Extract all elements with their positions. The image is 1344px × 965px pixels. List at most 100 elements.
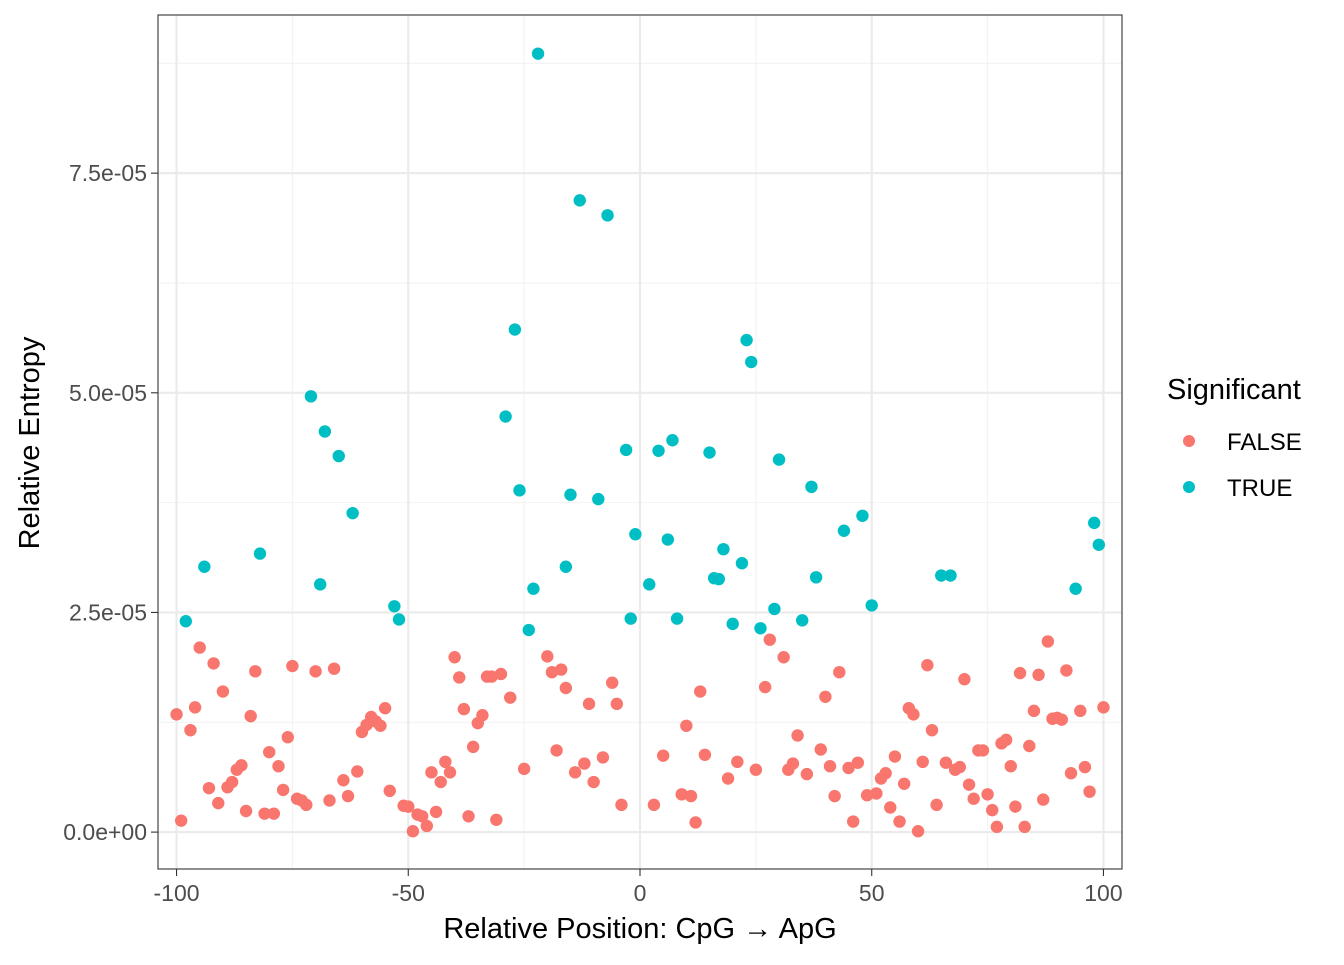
data-point-false [406, 825, 420, 838]
data-point-false [466, 740, 480, 754]
data-point-true [531, 47, 545, 60]
data-point-false [680, 719, 693, 732]
data-point-true [198, 560, 211, 573]
data-point-false [429, 805, 443, 819]
data-point-false [1060, 664, 1073, 677]
data-point-true [527, 582, 540, 595]
data-point-false [884, 801, 897, 814]
data-point-false [819, 690, 832, 703]
data-point-false [921, 658, 934, 672]
data-point-false [263, 745, 276, 759]
data-point-false [207, 657, 220, 670]
data-point-true [564, 488, 577, 501]
data-point-false [550, 744, 563, 757]
data-point-false [286, 659, 299, 673]
data-point-true [768, 602, 781, 616]
data-point-true [253, 547, 267, 560]
data-point-false [860, 788, 874, 802]
data-point-false [555, 663, 568, 676]
data-point-false [694, 685, 707, 698]
series-false [170, 633, 1110, 838]
data-point-true [809, 571, 823, 584]
data-point-true [513, 484, 526, 497]
data-point-true [726, 617, 739, 631]
data-point-false [1078, 760, 1092, 774]
data-point-false [578, 757, 591, 770]
data-point-false [615, 798, 628, 812]
data-point-false [842, 761, 855, 775]
data-point-false [656, 749, 670, 762]
data-point-true [179, 615, 193, 628]
data-point-false [272, 760, 285, 773]
data-point-false [225, 775, 239, 789]
data-point-false [986, 803, 999, 817]
data-point-false [1074, 704, 1087, 718]
data-point-false [448, 651, 461, 664]
data-point-false [596, 751, 610, 764]
data-point-true [652, 444, 665, 457]
data-point-true [522, 623, 535, 637]
data-point-false [1055, 713, 1068, 726]
x-tick-label: -50 [392, 880, 425, 906]
y-axis-label: Relative Entropy [14, 336, 46, 549]
x-tick-label: -100 [154, 880, 200, 906]
data-point-false [777, 651, 790, 664]
data-point-false [1032, 668, 1045, 682]
legend-key-true [1183, 481, 1195, 493]
data-point-false [990, 820, 1004, 834]
legend-item-false: FALSE [1183, 429, 1302, 456]
data-point-false [276, 783, 290, 797]
data-point-true [661, 533, 675, 546]
data-point-false [1064, 767, 1078, 780]
x-tick-label: 0 [634, 880, 647, 906]
data-point-false [244, 709, 257, 723]
data-point-true [935, 569, 948, 582]
data-point-true [388, 600, 401, 613]
data-point-false [758, 680, 772, 694]
data-point-false [490, 813, 503, 826]
data-point-false [420, 819, 434, 833]
data-point-true [318, 425, 332, 438]
legend-label-true: TRUE [1227, 475, 1292, 502]
data-point-false [953, 760, 966, 774]
data-point-true [499, 410, 512, 423]
data-point-true [856, 509, 869, 523]
data-point-false [337, 774, 350, 787]
data-point-false [1013, 666, 1027, 680]
data-point-false [879, 767, 892, 780]
data-point-false [494, 667, 508, 681]
data-point-true [559, 560, 573, 573]
data-point-true [754, 622, 767, 635]
data-point-false [939, 756, 953, 769]
data-point-false [976, 744, 990, 757]
data-point-false [453, 671, 466, 684]
data-point-false [351, 765, 364, 778]
data-point-false [846, 815, 860, 828]
data-point-false [925, 723, 939, 737]
data-point-false [188, 701, 202, 714]
legend-key-false [1183, 435, 1195, 447]
data-point-true [796, 614, 809, 627]
data-point-false [300, 798, 313, 812]
data-point-false [962, 778, 976, 791]
legend-item-true: TRUE [1183, 475, 1292, 502]
data-point-false [174, 814, 188, 827]
data-point-false [1083, 785, 1096, 798]
data-point-true [314, 578, 327, 591]
data-point-false [967, 792, 980, 805]
data-point-false [675, 788, 688, 801]
data-point-false [721, 772, 735, 785]
data-point-false [610, 697, 624, 711]
data-point-true [703, 446, 716, 459]
data-point-true [624, 612, 637, 625]
data-point-false [281, 731, 294, 744]
data-point-true [592, 492, 605, 506]
data-point-false [568, 766, 582, 779]
data-point-true [332, 449, 345, 463]
data-point-false [323, 794, 336, 807]
data-point-false [833, 665, 846, 679]
legend-label-false: FALSE [1227, 429, 1302, 456]
data-point-false [786, 757, 800, 770]
data-point-true [712, 572, 725, 586]
data-point-true [865, 599, 878, 612]
